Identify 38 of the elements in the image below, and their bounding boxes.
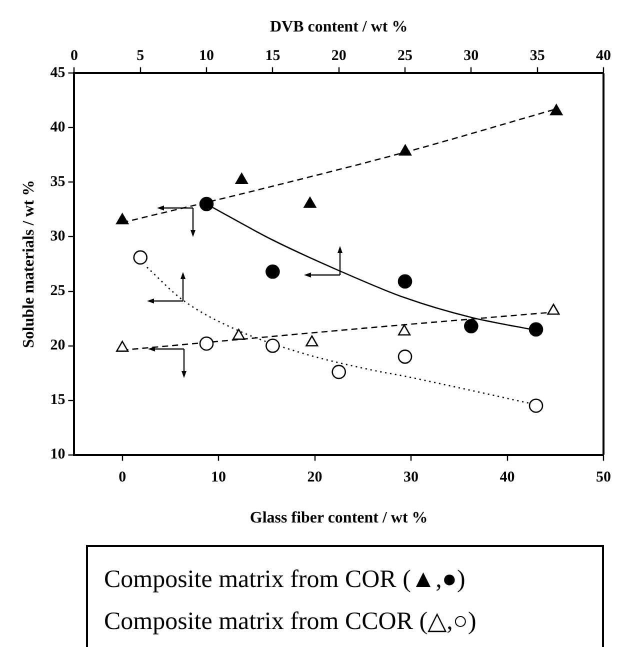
x2-tick-label: 35 bbox=[530, 48, 545, 64]
x2-tick-label: 20 bbox=[331, 48, 346, 64]
point bbox=[304, 196, 316, 208]
y-axis-title: Soluble materials / wt % bbox=[20, 180, 38, 348]
text: Composite matrix from COR (▲,●) bbox=[104, 565, 466, 595]
y-tick-label: 15 bbox=[50, 392, 66, 408]
point bbox=[547, 304, 560, 315]
point bbox=[550, 104, 563, 116]
point bbox=[306, 335, 318, 346]
x2-tick-label: 30 bbox=[464, 48, 479, 64]
y-tick-label: 30 bbox=[50, 228, 66, 245]
text: Composite matrix from CCOR (△,○) bbox=[104, 607, 478, 637]
x-tick-label: 40 bbox=[500, 470, 515, 486]
x2-tick-label: 40 bbox=[596, 48, 611, 64]
x2-tick-label: 15 bbox=[265, 48, 280, 64]
y-tick-label: 40 bbox=[50, 120, 66, 136]
x-axis-title: Glass fiber content / wt % bbox=[250, 510, 428, 527]
point bbox=[232, 328, 246, 340]
x2-tick-label: 0 bbox=[70, 48, 78, 64]
point bbox=[398, 144, 412, 156]
x2-tick-label: 10 bbox=[199, 48, 214, 64]
x2-tick-label: 25 bbox=[398, 48, 413, 64]
y-tick-label: 25 bbox=[50, 283, 66, 300]
point bbox=[235, 172, 248, 184]
y-tick-label: 20 bbox=[50, 338, 66, 354]
x-tick-label: 50 bbox=[596, 470, 611, 486]
y-tick-label: 45 bbox=[50, 65, 66, 82]
y-tick-label: 35 bbox=[50, 174, 66, 190]
x2-tick-label: 5 bbox=[136, 48, 144, 64]
x-tick-label: 10 bbox=[211, 470, 226, 486]
x-tick-label: 20 bbox=[307, 470, 322, 486]
point bbox=[116, 213, 129, 224]
x2-axis-title: DVB content / wt % bbox=[270, 18, 408, 36]
x-tick-label: 30 bbox=[404, 470, 419, 486]
x-tick-label: 0 bbox=[118, 470, 126, 486]
point bbox=[398, 324, 411, 336]
y-tick-label: 10 bbox=[50, 446, 66, 463]
point bbox=[116, 340, 129, 352]
